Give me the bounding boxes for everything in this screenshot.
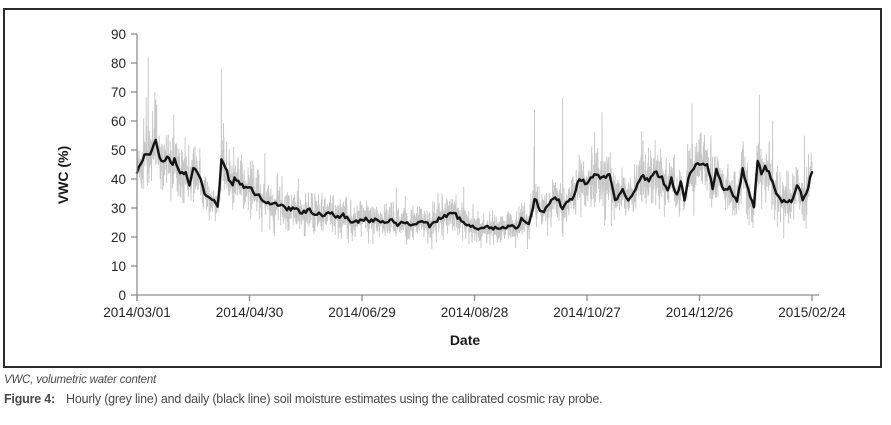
y-tick-label: 40 [111, 172, 126, 187]
figure-label: Figure 4: [4, 392, 55, 406]
y-tick-label: 30 [111, 201, 126, 216]
y-axis-title: VWC (%) [55, 145, 71, 205]
y-tick-label: 10 [111, 259, 126, 274]
y-tick-label: 90 [111, 27, 126, 42]
x-tick-label: 2014/04/30 [216, 305, 284, 320]
x-tick-label: 2014/08/28 [441, 305, 509, 320]
daily-series-line [135, 138, 814, 231]
y-tick-label: 70 [111, 85, 126, 100]
y-tick-label: 60 [111, 114, 126, 129]
hourly-series-line [136, 57, 813, 250]
caption-area: VWC, volumetric water content Figure 4: H… [4, 374, 884, 406]
soil-moisture-chart: 0 10 20 30 40 50 60 70 80 90 2014/03/01 2014/04/30 2… [103, 27, 846, 320]
x-tick-label: 2014/10/27 [553, 305, 621, 320]
y-tick-label: 20 [111, 230, 126, 245]
x-tick-label: 2014/06/29 [328, 305, 396, 320]
x-tick-label: 2014/03/01 [103, 305, 171, 320]
figure-note: VWC, volumetric water content [4, 374, 157, 386]
figure-border-box: 0 10 20 30 40 50 60 70 80 90 2014/03/01 2014/04/30 2… [3, 8, 882, 368]
figure-caption: Hourly (grey line) and daily (black line… [66, 392, 603, 406]
y-tick-label: 50 [111, 143, 126, 158]
y-tick-label: 0 [118, 288, 126, 303]
x-axis-title: Date [449, 332, 481, 348]
x-tick-label: 2014/12/26 [666, 305, 734, 320]
y-tick-label: 80 [111, 56, 126, 71]
x-tick-label: 2015/02/24 [778, 305, 846, 320]
figure-caption-line: Figure 4: Hourly (grey line) and daily (b… [4, 392, 884, 406]
